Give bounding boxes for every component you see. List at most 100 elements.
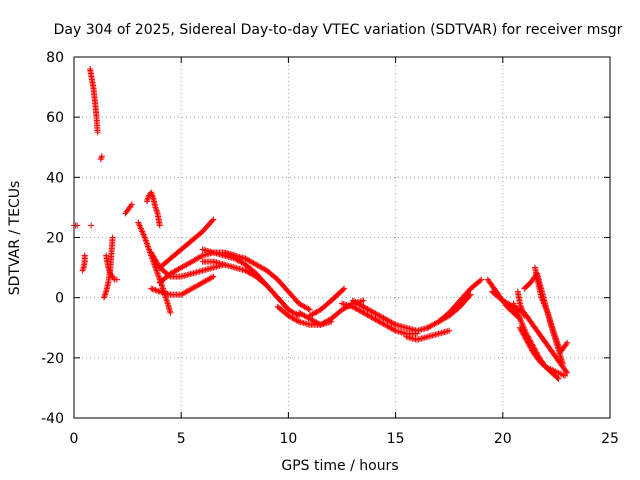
data-point-fill <box>81 254 88 261</box>
y-tick-label: -20 <box>41 351 64 367</box>
data-point-fill <box>80 266 87 273</box>
data-point-fill <box>559 359 566 366</box>
data-point <box>88 222 95 229</box>
y-tick-label: 20 <box>46 231 64 247</box>
data-point-fill <box>109 236 116 243</box>
data-point-fill <box>540 337 547 344</box>
data-point-fill <box>198 268 205 275</box>
data-point-fill <box>196 254 203 261</box>
data-point-fill <box>176 291 183 298</box>
x-tick-label: 0 <box>70 431 79 447</box>
data-point-fill <box>197 230 204 237</box>
series-s11 <box>148 273 217 298</box>
data-point-fill <box>553 373 560 380</box>
data-point-fill <box>340 286 347 293</box>
data-point-fill <box>560 372 567 379</box>
y-tick-label: 60 <box>46 110 64 126</box>
data-point-fill <box>240 267 247 274</box>
data-point-fill <box>110 275 117 282</box>
data-point-fill <box>108 272 115 279</box>
series-s16 <box>199 258 303 319</box>
data-point-fill <box>149 193 156 200</box>
data-point-fill <box>389 320 396 327</box>
data-points <box>71 66 571 382</box>
data-point-fill <box>198 253 205 260</box>
data-point-fill <box>175 248 182 255</box>
data-point-fill <box>520 311 527 318</box>
data-point-fill <box>152 202 159 209</box>
data-point-fill <box>379 320 386 327</box>
data-point-fill <box>475 278 482 285</box>
y-tick-label: -40 <box>41 411 64 427</box>
data-point-fill <box>105 263 112 270</box>
data-point-fill <box>540 361 547 368</box>
data-point-fill <box>524 339 531 346</box>
series-s25 <box>435 291 474 325</box>
data-point-fill <box>314 308 321 315</box>
data-point-fill <box>489 283 496 290</box>
data-point-fill <box>517 326 524 333</box>
data-point-fill <box>553 369 560 376</box>
data-point-fill <box>294 317 301 324</box>
series-s21 <box>339 300 421 337</box>
data-point-fill <box>348 303 355 310</box>
data-point-fill <box>141 232 148 239</box>
data-point-fill <box>283 286 290 293</box>
data-point-fill <box>305 305 312 312</box>
data-point-fill <box>127 202 134 209</box>
data-point-fill <box>125 205 132 212</box>
data-point-fill <box>391 327 398 334</box>
data-point <box>79 267 86 274</box>
data-point <box>523 336 530 343</box>
data-point-fill <box>563 341 570 348</box>
data-point-fill <box>466 292 473 299</box>
data-point-fill <box>87 70 94 77</box>
data-point <box>113 276 120 283</box>
grid <box>74 57 610 418</box>
data-point-fill <box>357 302 364 309</box>
series-s24 <box>424 276 485 331</box>
data-point-fill <box>454 300 461 307</box>
series-s3 <box>87 66 101 136</box>
data-point-fill <box>522 335 529 342</box>
data-point-fill <box>339 287 345 294</box>
series-s7 <box>103 252 120 283</box>
data-point-fill <box>240 255 247 262</box>
data-point-fill <box>336 308 343 315</box>
data-point-fill <box>391 320 398 327</box>
series-s23 <box>403 327 453 343</box>
series-s32 <box>514 288 528 319</box>
data-point-fill <box>527 344 534 351</box>
x-tick-label: 25 <box>601 431 619 447</box>
x-tick-label: 20 <box>494 431 512 447</box>
data-point-fill <box>186 287 193 294</box>
data-point-fill <box>230 264 237 271</box>
data-point-fill <box>293 298 300 305</box>
series-s17 <box>221 249 313 313</box>
data-point-fill <box>528 346 535 353</box>
data-point-fill <box>208 218 215 225</box>
series-s1 <box>71 222 81 229</box>
data-point-fill <box>524 338 531 345</box>
data-point-fill <box>165 272 172 279</box>
data-point-fill <box>530 322 537 329</box>
data-point-fill <box>88 76 95 83</box>
data-point-fill <box>209 217 216 224</box>
data-point-fill <box>149 286 156 293</box>
data-point-fill <box>104 281 111 288</box>
data-point-fill <box>208 249 215 256</box>
data-point-fill <box>518 327 525 334</box>
data-point-fill <box>250 260 257 267</box>
series-s29 <box>516 324 568 379</box>
series-s22 <box>349 297 431 334</box>
data-point-fill <box>538 293 545 300</box>
data-point-fill <box>465 294 472 301</box>
data-point-fill <box>283 304 290 311</box>
chart-title: Day 304 of 2025, Sidereal Day-to-day VTE… <box>54 22 623 38</box>
data-point-fill <box>465 288 472 295</box>
y-tick-label: 40 <box>46 170 64 186</box>
data-point-fill <box>187 271 194 278</box>
series-s13 <box>156 216 217 271</box>
x-tick-label: 5 <box>177 431 186 447</box>
